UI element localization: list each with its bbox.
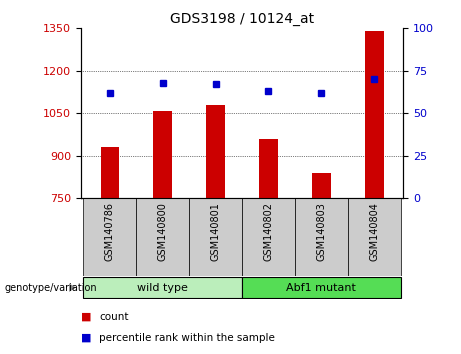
Bar [83,198,136,276]
Bar [242,198,295,276]
Bar [259,139,278,198]
Bar [189,198,242,276]
Text: ■: ■ [81,333,91,343]
Bar [365,31,384,198]
Text: GSM140803: GSM140803 [316,202,326,261]
Text: GSM140786: GSM140786 [105,202,115,261]
Text: GSM140802: GSM140802 [264,202,273,261]
Bar [136,198,189,276]
Text: GSM140800: GSM140800 [158,202,168,261]
Text: count: count [99,312,129,322]
Text: ■: ■ [81,312,91,322]
Bar [295,198,348,276]
Polygon shape [69,283,76,292]
Text: wild type: wild type [137,282,188,293]
Text: genotype/variation: genotype/variation [5,282,97,293]
Text: Abf1 mutant: Abf1 mutant [286,282,356,293]
Bar [312,173,331,198]
Title: GDS3198 / 10124_at: GDS3198 / 10124_at [170,12,314,26]
Text: percentile rank within the sample: percentile rank within the sample [99,333,275,343]
Bar [207,105,225,198]
Text: GSM140804: GSM140804 [369,202,379,261]
Text: GSM140801: GSM140801 [211,202,220,261]
Bar [83,277,242,298]
Bar [348,198,401,276]
Bar [242,277,401,298]
Bar [100,147,119,198]
Bar [154,111,172,198]
